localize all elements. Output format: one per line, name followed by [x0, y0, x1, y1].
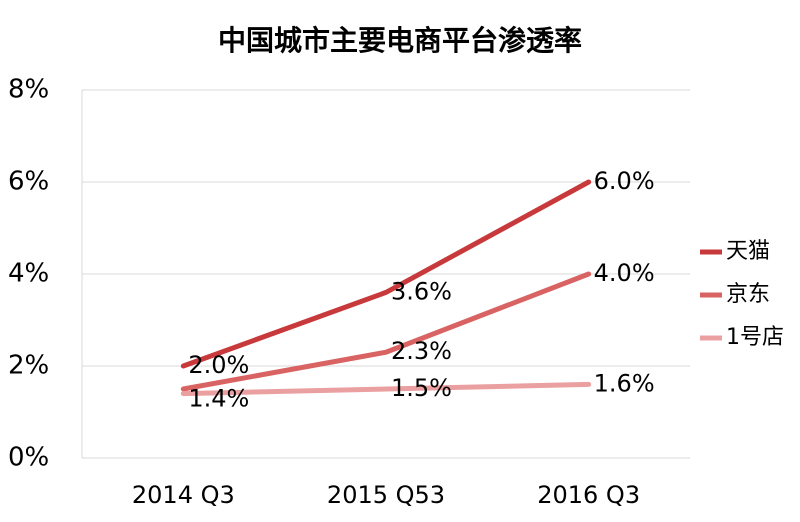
data-label: 1.4% — [188, 385, 249, 413]
series-line — [180, 179, 592, 369]
data-label: 2.0% — [188, 351, 249, 379]
y-tick-label: 4% — [8, 259, 49, 289]
series-line — [180, 271, 592, 392]
x-tick-label: 2014 Q3 — [132, 481, 235, 509]
data-label: 6.0% — [594, 167, 655, 195]
legend-label: 京东 — [726, 282, 770, 307]
y-tick-label: 2% — [8, 351, 49, 381]
y-tick-label: 6% — [8, 167, 49, 197]
y-tick-label: 8% — [8, 75, 49, 105]
data-label: 4.0% — [594, 259, 655, 287]
data-label: 1.5% — [391, 374, 452, 402]
y-tick-label: 0% — [8, 443, 49, 473]
legend-label: 天猫 — [726, 239, 770, 264]
x-tick-label: 2015 Q53 — [327, 481, 445, 509]
data-label: 2.3% — [391, 337, 452, 365]
data-label: 1.6% — [594, 369, 655, 397]
x-tick-label: 2016 Q3 — [537, 481, 640, 509]
series-line — [180, 381, 592, 397]
legend-label: 1号店 — [726, 325, 784, 350]
chart-title: 中国城市主要电商平台渗透率 — [218, 24, 582, 57]
data-label: 3.6% — [391, 277, 452, 305]
